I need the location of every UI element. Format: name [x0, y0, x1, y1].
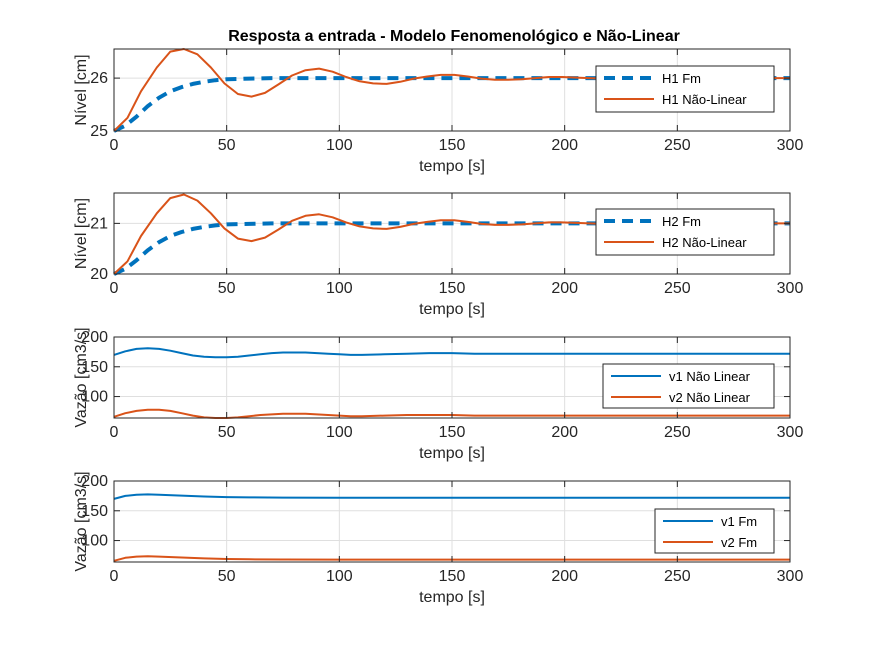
x-tick-label: 250 [664, 137, 691, 154]
x-tick-label: 150 [439, 137, 466, 154]
x-tick-label: 200 [551, 137, 578, 154]
legend-label-1: v1 Fm [721, 514, 757, 529]
subplot-3: 0 50 100 150 200 250 300 100 150 200 tempo [s] Vazã… [73, 327, 803, 462]
y-tick-label: 21 [90, 215, 108, 232]
legend-label-1: v1 Não Linear [669, 369, 751, 384]
x-tick-label: 250 [664, 568, 691, 585]
y-axis-label: Nível [cm] [73, 54, 90, 125]
x-axis-label: tempo [s] [419, 589, 485, 606]
x-tick-label: 300 [777, 568, 804, 585]
legend: H2 Fm H2 Não-Linear [595, 208, 775, 256]
series-line-1 [113, 76, 790, 133]
series-line-1 [113, 221, 790, 276]
x-tick-label: 50 [218, 280, 236, 297]
subplot-2: 0 50 100 150 200 250 300 20 21 tempo [s] Nível [cm… [73, 192, 804, 318]
subplot-1: 0 50 100 150 200 250 300 25 26 tempo [s] Nível [cm… [73, 48, 804, 175]
legend-label-2: H1 Não-Linear [662, 92, 747, 107]
x-tick-label: 100 [326, 568, 353, 585]
x-tick-label: 0 [110, 280, 119, 297]
y-tick-label: 25 [90, 123, 108, 140]
figure-title: Resposta a entrada - Modelo Fenomenológi… [228, 28, 680, 45]
x-tick-label: 50 [218, 568, 236, 585]
x-tick-label: 250 [664, 424, 691, 441]
x-tick-label: 300 [777, 424, 804, 441]
y-tick-label: 200 [81, 473, 108, 490]
legend-label-1: H1 Fm [662, 71, 701, 86]
x-axis-label: tempo [s] [419, 158, 485, 175]
x-tick-label: 250 [664, 280, 691, 297]
x-tick-label: 150 [439, 280, 466, 297]
x-tick-label: 0 [110, 424, 119, 441]
x-tick-label: 100 [326, 424, 353, 441]
y-tick-label: 100 [81, 533, 108, 550]
x-tick-label: 0 [110, 568, 119, 585]
x-axis-label: tempo [s] [419, 301, 485, 318]
x-tick-label: 100 [326, 280, 353, 297]
y-tick-label: 100 [81, 389, 108, 406]
legend-label-1: H2 Fm [662, 214, 701, 229]
series-line-1 [113, 347, 790, 359]
series-line-1 [113, 493, 790, 500]
legend-box [595, 208, 775, 256]
legend-box [602, 363, 775, 409]
y-axis-label: Vazão [cm3/s] [73, 471, 90, 571]
legend-box [654, 508, 775, 554]
y-tick-label: 150 [81, 503, 108, 520]
y-tick-label: 20 [90, 266, 108, 283]
y-axis-label: Nível [cm] [73, 198, 90, 269]
series-line-2 [113, 408, 790, 419]
legend-label-2: v2 Fm [721, 535, 757, 550]
x-tick-label: 200 [551, 280, 578, 297]
y-tick-label: 200 [81, 329, 108, 346]
x-tick-label: 50 [218, 137, 236, 154]
legend: v1 Fm v2 Fm [654, 508, 775, 554]
x-tick-label: 0 [110, 137, 119, 154]
y-axis-label: Vazão [cm3/s] [73, 327, 90, 427]
y-tick-label: 150 [81, 359, 108, 376]
legend: H1 Fm H1 Não-Linear [595, 65, 775, 113]
x-tick-label: 150 [439, 424, 466, 441]
x-tick-label: 50 [218, 424, 236, 441]
x-tick-label: 200 [551, 424, 578, 441]
x-tick-label: 100 [326, 137, 353, 154]
legend-label-2: v2 Não Linear [669, 390, 751, 405]
legend: v1 Não Linear v2 Não Linear [602, 363, 775, 409]
x-tick-label: 300 [777, 137, 804, 154]
x-tick-label: 300 [777, 280, 804, 297]
legend-label-2: H2 Não-Linear [662, 235, 747, 250]
legend-box [595, 65, 775, 113]
x-tick-label: 150 [439, 568, 466, 585]
x-axis-label: tempo [s] [419, 445, 485, 462]
subplot-4: 0 50 100 150 200 250 300 100 150 200 tempo [s] Vazã… [73, 471, 803, 606]
x-tick-label: 200 [551, 568, 578, 585]
y-tick-label: 26 [90, 70, 108, 87]
